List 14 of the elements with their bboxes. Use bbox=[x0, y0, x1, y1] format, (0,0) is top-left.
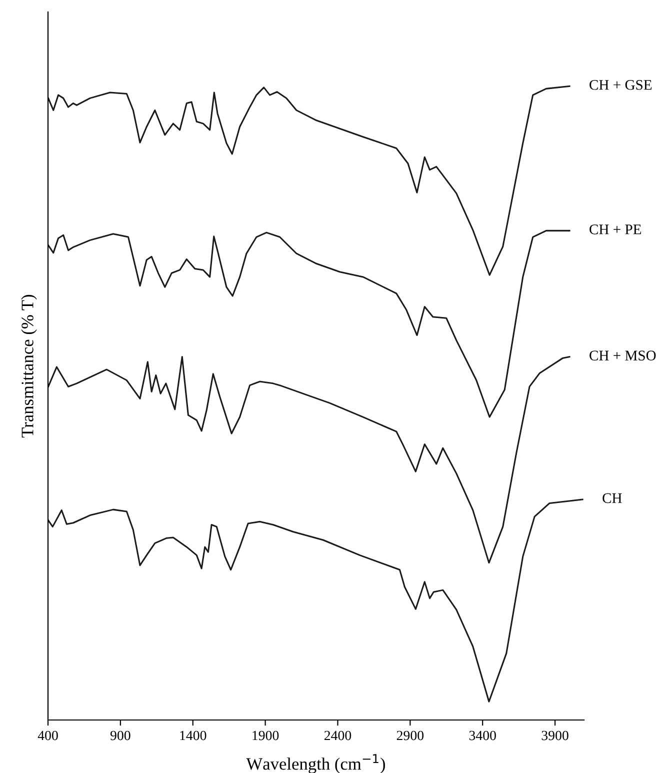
y-axis-title: Transmittance (% T) bbox=[21, 294, 37, 438]
series-label: CH + GSE bbox=[590, 80, 652, 90]
x-tick-label: 2400 bbox=[324, 730, 352, 740]
x-tick-label: 2900 bbox=[396, 730, 424, 740]
x-tick-label: 400 bbox=[38, 730, 58, 740]
x-tick-label: 3400 bbox=[469, 730, 496, 740]
x-tick-label: 1400 bbox=[180, 730, 206, 740]
series-label: CH + PE bbox=[590, 224, 642, 234]
x-tick-label: 900 bbox=[110, 730, 130, 740]
series-label: CH + MSO bbox=[590, 350, 656, 360]
series-label: CH bbox=[602, 493, 622, 504]
x-tick-label: 3900 bbox=[542, 730, 568, 740]
x-tick-label: 1900 bbox=[252, 730, 279, 740]
x-axis-title: Wavelength (cm$^{−1}$) bbox=[246, 754, 385, 773]
